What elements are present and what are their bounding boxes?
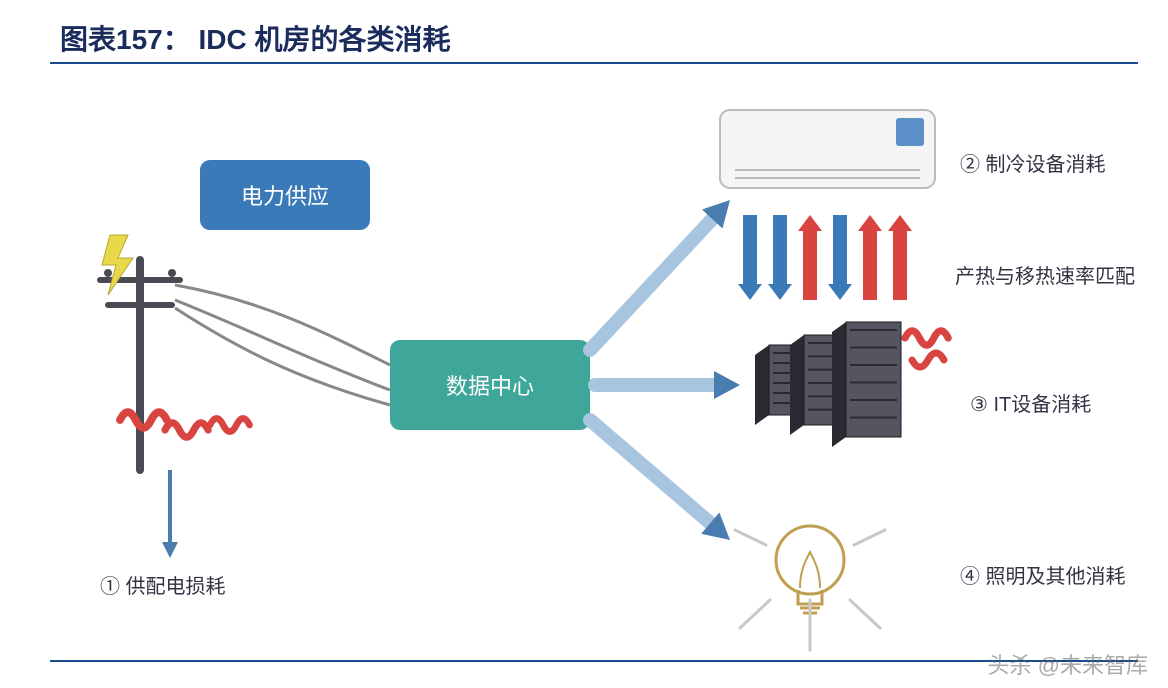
caption-loss: ① 供配电损耗 <box>100 570 226 599</box>
node-power-label: 电力供应 <box>241 179 329 211</box>
chart-title: 图表157： IDC 机房的各类消耗 <box>60 18 451 58</box>
caption-heat-rate: 产热与移热速率匹配 <box>955 260 1135 289</box>
caption-lighting: ④ 照明及其他消耗 <box>960 560 1126 589</box>
caption-cooling: ② 制冷设备消耗 <box>960 148 1106 177</box>
hr-top <box>50 62 1138 64</box>
node-power-supply: 电力供应 <box>200 160 370 230</box>
caption-it: ③ IT设备消耗 <box>970 388 1091 417</box>
node-data-center: 数据中心 <box>390 340 590 430</box>
watermark: 头杀 @未来智库 <box>988 648 1148 680</box>
hr-bottom <box>50 660 1138 662</box>
node-dc-label: 数据中心 <box>446 369 534 401</box>
